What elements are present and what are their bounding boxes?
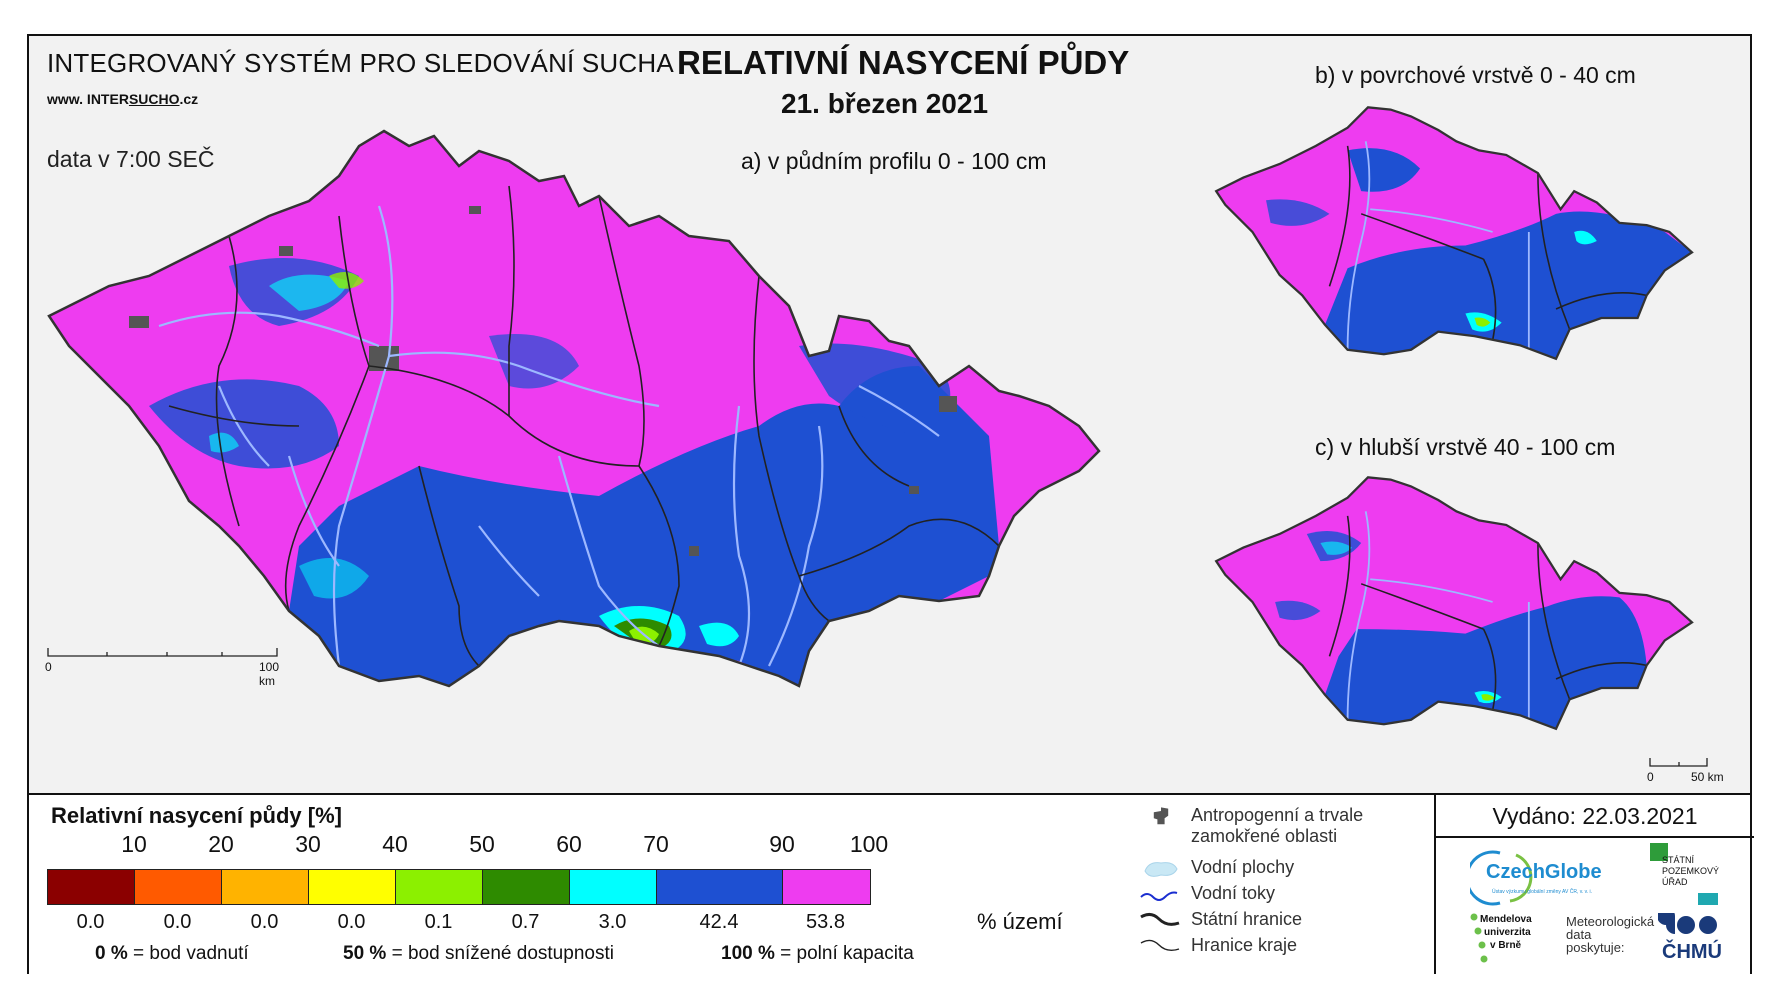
- river-icon: [1140, 891, 1178, 901]
- scale-bar-100km: 0 100 km: [45, 646, 287, 688]
- region-border-icon: [1140, 939, 1180, 952]
- legend-class-share: 0.1: [424, 911, 453, 933]
- map-b-subtitle: b) v povrchové vrstvě 0 - 40 cm: [1315, 62, 1636, 88]
- chmu-logo[interactable]: ČHMÚ: [1658, 913, 1738, 969]
- data-time-note: data v 7:00 SEČ: [47, 146, 215, 172]
- definition-wilting-point: 0 % = bod vadnutí: [95, 943, 249, 964]
- scale-bar-50km: 0 50 km: [1647, 756, 1749, 786]
- data-provider-note: Meteorologická data poskytuje:: [1566, 914, 1655, 955]
- legend-class-share: 53.8: [806, 911, 845, 933]
- legend-tick-label: 30: [295, 831, 321, 857]
- legend-class-share: 0.7: [511, 911, 540, 933]
- map-c-subtitle: c) v hlubší vrstvě 40 - 100 cm: [1315, 434, 1616, 460]
- map-c-deep-layer: [1214, 476, 1694, 731]
- legend-class-swatch: [222, 870, 309, 904]
- legend-class-swatch: [396, 870, 483, 904]
- symbol-row-water-body: Vodní plochy: [1139, 857, 1439, 881]
- legend-class-swatch: [783, 870, 870, 904]
- czechglobe-logo[interactable]: CzechGlobe Ústav výzkumu globální změny …: [1470, 847, 1620, 907]
- system-title: INTEGROVANÝ SYSTÉM PRO SLEDOVÁNÍ SUCHA: [47, 48, 674, 78]
- legend-tick-label: 100: [849, 831, 889, 857]
- legend-title: Relativní nasycení půdy [%]: [51, 803, 342, 828]
- legend-class-swatch: [657, 870, 783, 904]
- spu-logo[interactable]: STÁTNÍ POZEMKOVÝ ÚŘAD: [1650, 843, 1740, 913]
- state-border-icon: [1140, 912, 1180, 926]
- definition-reduced-availability: 50 % = bod snížené dostupnosti: [343, 943, 614, 964]
- legend-tick-label: 10: [121, 831, 147, 857]
- legend-class-swatch: [570, 870, 657, 904]
- legend-tick-label: 90: [769, 831, 795, 857]
- legend-class-share: 42.4: [699, 911, 739, 933]
- map-area: INTEGROVANÝ SYSTÉM PRO SLEDOVÁNÍ SUCHA w…: [29, 36, 1750, 793]
- symbol-row-urban: Antropogenní a trvale zamokřené oblasti: [1139, 805, 1439, 849]
- water-body-icon: [1144, 862, 1178, 877]
- urban-area-icon: [1153, 807, 1169, 825]
- legend-colorbar: [47, 869, 871, 905]
- mendel-university-logo[interactable]: Mendelova univerzita v Brně: [1468, 913, 1558, 971]
- definition-field-capacity: 100 % = polní kapacita: [721, 943, 914, 964]
- map-sheet: INTEGROVANÝ SYSTÉM PRO SLEDOVÁNÍ SUCHA w…: [27, 34, 1754, 976]
- map-a-soil-profile: [47, 129, 1101, 688]
- legend-unit: % území: [977, 909, 1063, 934]
- legend-panel: Relativní nasycení půdy [%] 10 20 30 40 50 60…: [29, 793, 1754, 976]
- legend-tick-label: 70: [643, 831, 669, 857]
- website-link[interactable]: www. INTERSUCHO.cz: [47, 91, 199, 107]
- map-date: 21. březen 2021: [781, 88, 989, 119]
- legend-class-share: 0.0: [76, 911, 105, 933]
- legend-tick-label: 50: [469, 831, 495, 857]
- legend-tick-label: 40: [382, 831, 408, 857]
- legend-class-swatch: [48, 870, 135, 904]
- legend-class-swatch: [135, 870, 222, 904]
- legend-class-share: 0.0: [337, 911, 366, 933]
- legend-class-share: 3.0: [598, 911, 627, 933]
- page-title: RELATIVNÍ NASYCENÍ PŮDY: [677, 44, 1130, 81]
- publisher-panel: Vydáno: 22.03.2021 CzechGlobe Ústav výzk…: [1434, 795, 1754, 974]
- symbol-row-river: Vodní toky: [1139, 883, 1439, 907]
- map-b-surface-layer: [1214, 106, 1694, 361]
- legend-class-share: 0.0: [250, 911, 279, 933]
- legend-tick-label: 60: [556, 831, 582, 857]
- symbol-row-state-border: Státní hranice: [1139, 909, 1439, 933]
- symbol-legend: Antropogenní a trvale zamokřené oblasti …: [1139, 795, 1439, 976]
- symbol-row-region-border: Hranice kraje: [1139, 935, 1439, 959]
- legend-class-swatch: [483, 870, 570, 904]
- issue-date: Vydáno: 22.03.2021: [1436, 795, 1754, 838]
- map-a-subtitle: a) v půdním profilu 0 - 100 cm: [741, 148, 1047, 174]
- legend-tick-label: 20: [208, 831, 234, 857]
- legend-class-swatch: [309, 870, 396, 904]
- legend-class-share: 0.0: [163, 911, 192, 933]
